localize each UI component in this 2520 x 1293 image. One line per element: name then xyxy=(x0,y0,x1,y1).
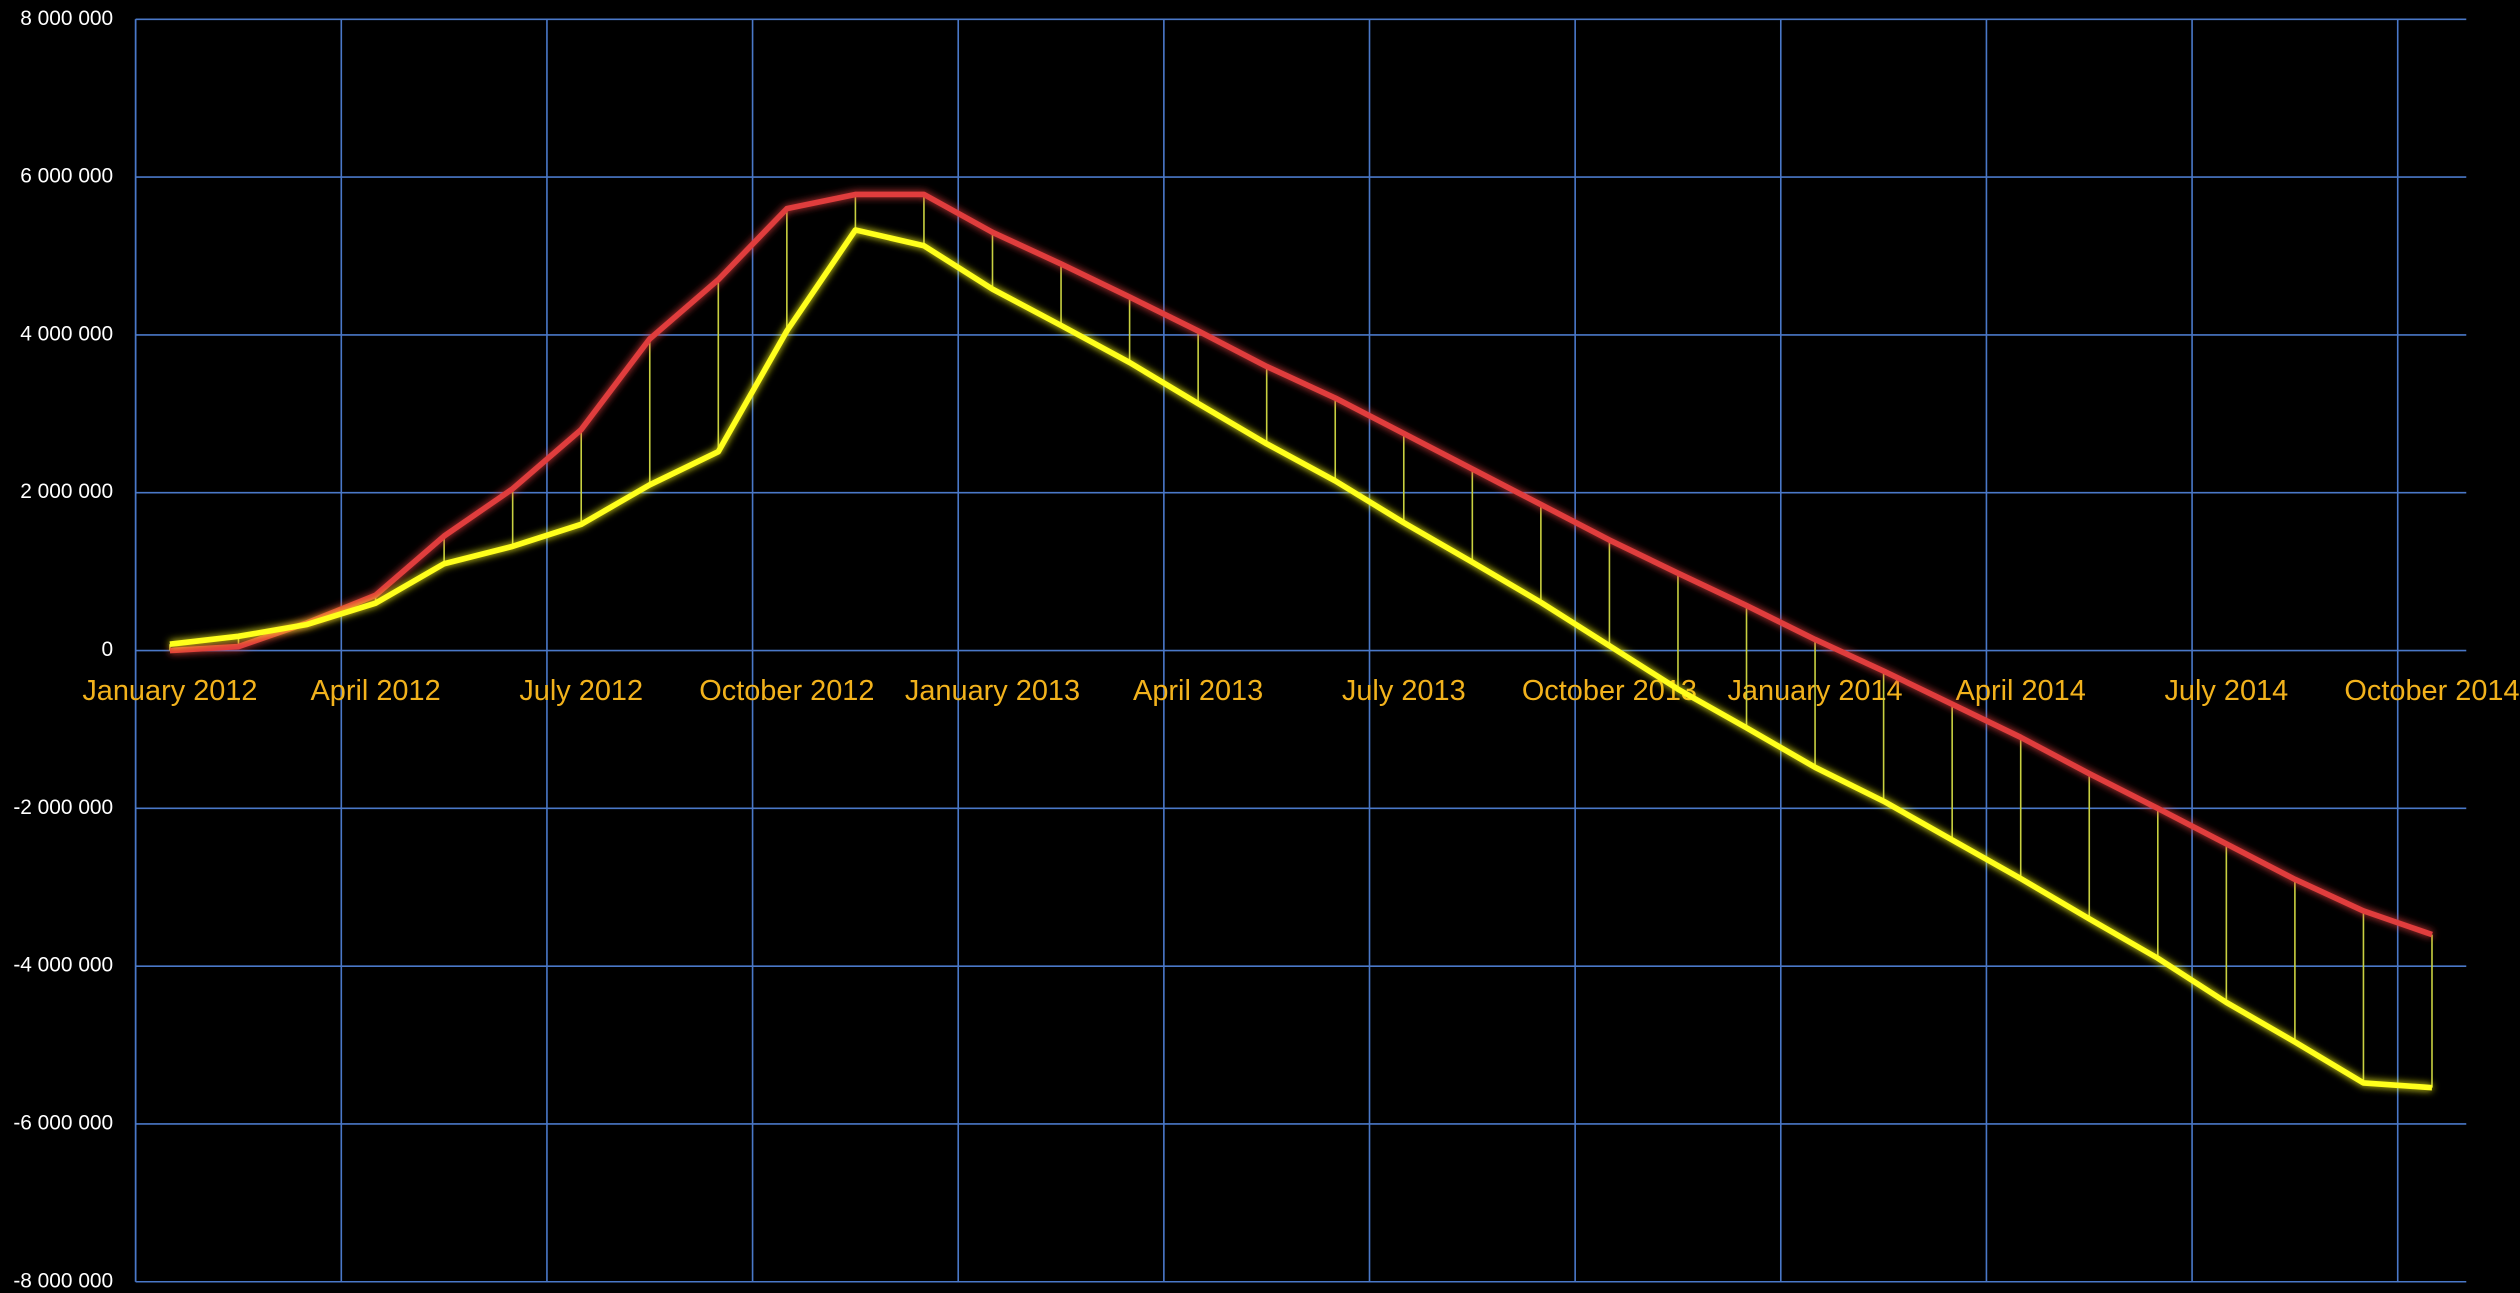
y-tick-label: 8 000 000 xyxy=(20,7,113,30)
x-tick-label: January 2013 xyxy=(905,675,1080,707)
series-line xyxy=(169,227,2433,1091)
y-tick-label: -6 000 000 xyxy=(13,1111,113,1134)
y-tick-label: -8 000 000 xyxy=(13,1269,113,1292)
y-tick-label: 0 xyxy=(102,638,114,661)
x-tick-label: October 2014 xyxy=(2344,675,2519,707)
x-tick-label: January 2012 xyxy=(82,675,257,707)
y-tick-label: 6 000 000 xyxy=(20,165,113,188)
x-tick-label: April 2013 xyxy=(1133,675,1263,707)
y-tick-label: 2 000 000 xyxy=(20,480,113,503)
x-tick-label: July 2013 xyxy=(1342,675,1466,707)
x-tick-label: July 2014 xyxy=(2164,675,2288,707)
x-tick-label: April 2014 xyxy=(1956,675,2086,707)
y-tick-label: 4 000 000 xyxy=(20,322,113,345)
y-tick-label: -2 000 000 xyxy=(13,796,113,819)
x-tick-label: April 2012 xyxy=(310,675,440,707)
x-tick-label: October 2013 xyxy=(1522,675,1697,707)
x-tick-label: July 2012 xyxy=(519,675,643,707)
series-line xyxy=(169,191,2433,938)
y-tick-label: -4 000 000 xyxy=(13,954,113,977)
x-tick-label: October 2012 xyxy=(699,675,874,707)
